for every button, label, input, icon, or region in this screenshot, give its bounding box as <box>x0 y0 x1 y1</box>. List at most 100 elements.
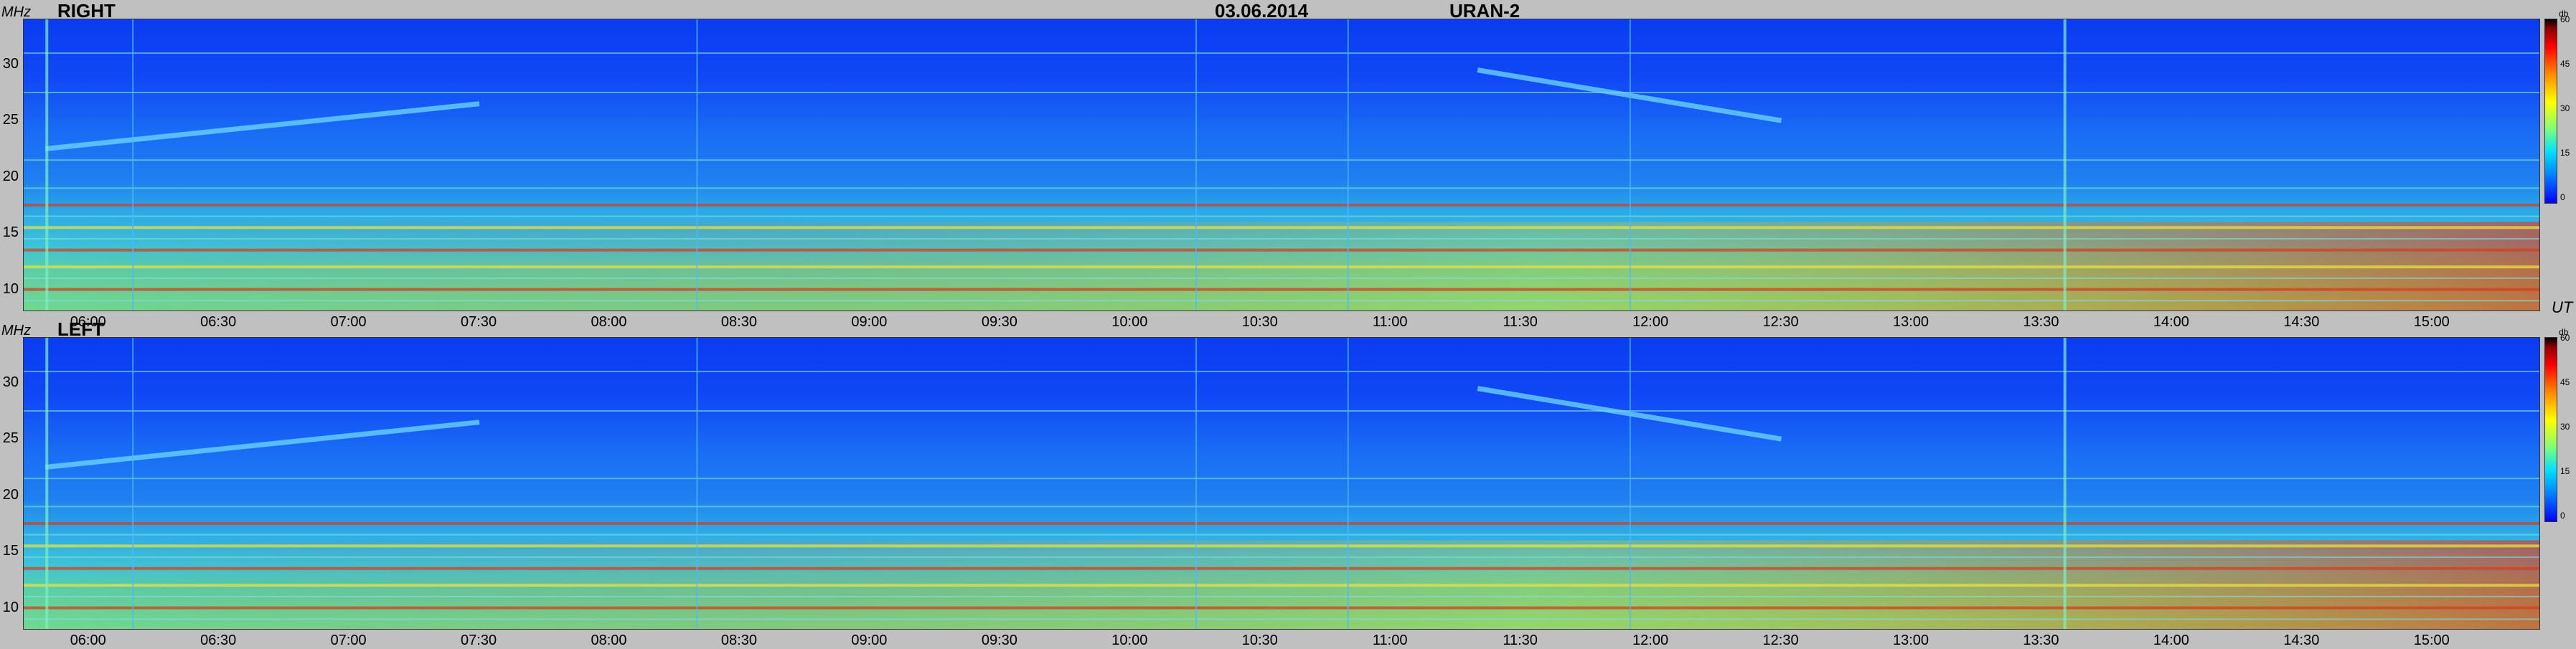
x-tick-label: 15:00 <box>2413 633 2450 648</box>
interference-band <box>24 203 2539 207</box>
x-tick-label: 12:00 <box>1632 314 1669 330</box>
drifting-feature <box>44 101 480 151</box>
x-tick-label: 11:00 <box>1372 314 1408 330</box>
interference-band <box>24 226 2539 229</box>
x-tick-label: 08:30 <box>720 314 757 330</box>
x-tick-label: 13:00 <box>1892 314 1929 330</box>
vertical-burst <box>45 19 49 311</box>
interference-band <box>24 567 2539 570</box>
faint-band <box>24 300 2539 302</box>
x-tick-label: 14:00 <box>2153 314 2189 330</box>
colorbar-tick-label: 30 <box>2560 103 2570 113</box>
x-tick-label: 11:30 <box>1503 633 1538 648</box>
x-tick-label: 06:30 <box>200 314 237 330</box>
x-tick-label: 07:00 <box>330 633 367 648</box>
interference-band <box>24 584 2539 587</box>
y-tick-label: 15 <box>2 543 19 559</box>
drifting-feature <box>44 420 480 470</box>
x-tick-label: 12:00 <box>1632 633 1669 648</box>
vertical-burst <box>1195 338 1198 629</box>
y-tick-label: 10 <box>2 599 19 615</box>
colorbar-tick-label: 15 <box>2560 148 2570 158</box>
x-tick-label: 14:30 <box>2283 314 2320 330</box>
faint-band <box>24 595 2539 597</box>
vertical-burst <box>132 19 134 311</box>
interference-band <box>24 248 2539 252</box>
faint-band <box>24 187 2539 189</box>
colorbar-tick-label: 45 <box>2560 377 2570 387</box>
x-tick-label: 13:00 <box>1892 633 1929 648</box>
spectrogram-image <box>24 338 2539 629</box>
y-tick-label: 20 <box>2 168 19 184</box>
x-tick-label: 10:30 <box>1241 314 1278 330</box>
faint-band <box>24 215 2539 217</box>
y-tick-label: 25 <box>2 112 19 128</box>
y-tick-label: 25 <box>2 430 19 447</box>
y-tick-label: 10 <box>2 280 19 297</box>
x-tick-label: 07:30 <box>461 633 497 648</box>
colorbar-tick-label: 0 <box>2560 192 2565 202</box>
x-tick-label: 07:30 <box>461 314 497 330</box>
vertical-burst <box>2063 338 2067 629</box>
faint-band <box>24 52 2539 55</box>
vertical-burst <box>1629 338 1631 629</box>
faint-band <box>24 238 2539 240</box>
interference-band <box>24 265 2539 269</box>
vertical-burst <box>132 338 134 629</box>
spectrogram-panel-left: LEFT MHz 30 25 20 15 10 06:00 06:30 07:00 07:30… <box>0 318 2576 648</box>
colorbar-tick-label: 60 <box>2560 333 2570 343</box>
spectrogram-image <box>24 19 2539 311</box>
x-tick-label: 13:30 <box>2023 633 2059 648</box>
colorbar-tick-label: 15 <box>2560 466 2570 476</box>
vertical-burst <box>1195 19 1198 311</box>
x-unit-label: UT <box>2552 298 2573 316</box>
x-tick-label: 13:30 <box>2023 314 2059 330</box>
x-tick-label: 06:30 <box>200 633 237 648</box>
faint-band <box>24 277 2539 279</box>
interference-band <box>24 521 2539 525</box>
x-tick-label: 08:30 <box>720 633 757 648</box>
faint-band <box>24 371 2539 373</box>
faint-band <box>24 159 2539 161</box>
x-tick-label: 08:00 <box>591 633 627 648</box>
x-tick-label: 06:00 <box>70 633 106 648</box>
colorbar-tick-label: 30 <box>2560 422 2570 432</box>
x-tick-label: 14:00 <box>2153 633 2189 648</box>
vertical-burst <box>1347 338 1349 629</box>
colorbar-tick-label: 60 <box>2560 14 2570 24</box>
faint-band <box>24 410 2539 412</box>
interference-band <box>24 288 2539 291</box>
y-tick-label: 20 <box>2 486 19 503</box>
vertical-burst <box>696 338 698 629</box>
x-tick-label: 09:30 <box>981 633 1017 648</box>
faint-band <box>24 506 2539 508</box>
colorbar <box>2544 19 2557 204</box>
x-tick-label: 09:00 <box>851 314 888 330</box>
x-tick-label: 07:00 <box>330 314 367 330</box>
faint-band <box>24 556 2539 558</box>
colorbar-tick-label: 0 <box>2560 511 2565 521</box>
colorbar-unit: db <box>2559 9 2569 19</box>
y-unit-label: MHz <box>1 4 32 20</box>
colorbar-tick-label: 45 <box>2560 59 2570 69</box>
x-tick-label: 10:00 <box>1111 633 1148 648</box>
x-tick-label: 10:00 <box>1111 314 1148 330</box>
interference-band <box>24 606 2539 610</box>
faint-band <box>24 478 2539 480</box>
y-tick-label: 30 <box>2 374 19 390</box>
x-tick-label: 12:30 <box>1762 314 1799 330</box>
panel-label-right: RIGHT <box>57 0 116 22</box>
x-tick-label: 09:30 <box>981 314 1017 330</box>
y-tick-label: 30 <box>2 55 19 72</box>
x-tick-label: 11:30 <box>1503 314 1538 330</box>
vertical-burst <box>2063 19 2067 311</box>
x-tick-label: 14:30 <box>2283 633 2320 648</box>
vertical-burst <box>1629 19 1631 311</box>
y-tick-label: 15 <box>2 224 19 241</box>
spectrogram-plot-right <box>23 19 2540 311</box>
spectrogram-panel-right: RIGHT MHz 30 25 20 15 10 06:00 06:30 07:00 07:3… <box>0 0 2576 330</box>
panel-label-left: LEFT <box>57 318 104 340</box>
faint-band <box>24 534 2539 536</box>
x-tick-label: 10:30 <box>1241 633 1278 648</box>
x-tick-label: 12:30 <box>1762 633 1799 648</box>
